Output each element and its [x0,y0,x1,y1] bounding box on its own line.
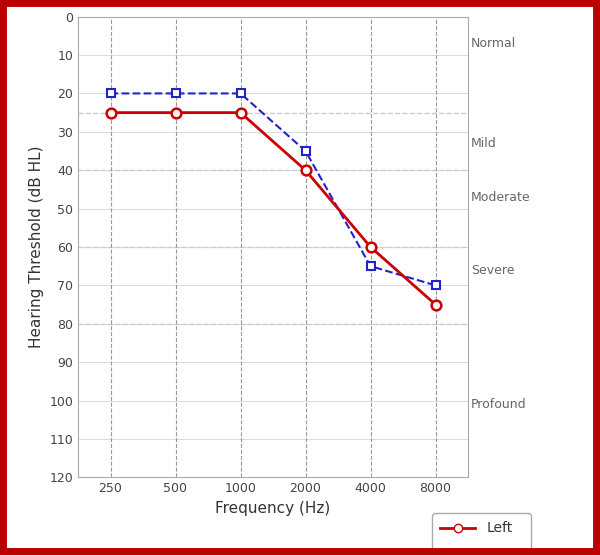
Text: Normal: Normal [471,37,517,50]
Line: Right: Right [106,89,440,290]
Right [237,90,244,97]
Left [172,109,179,116]
Left [107,109,114,116]
Right [172,90,179,97]
X-axis label: Frequency (Hz): Frequency (Hz) [215,501,331,516]
Right [107,90,114,97]
Text: Moderate: Moderate [471,190,531,204]
Right [302,148,309,154]
Text: Profound: Profound [471,398,527,411]
Text: Severe: Severe [471,264,515,276]
Text: Mild: Mild [471,137,497,150]
Right [432,282,439,289]
Line: Left: Left [106,108,440,310]
Left [237,109,244,116]
Legend: Left, Right: Left, Right [432,513,531,555]
Y-axis label: Hearing Threshold (dB HL): Hearing Threshold (dB HL) [29,146,44,348]
Left [367,244,374,250]
Left [302,167,309,174]
Right [367,263,374,270]
Left [432,301,439,308]
